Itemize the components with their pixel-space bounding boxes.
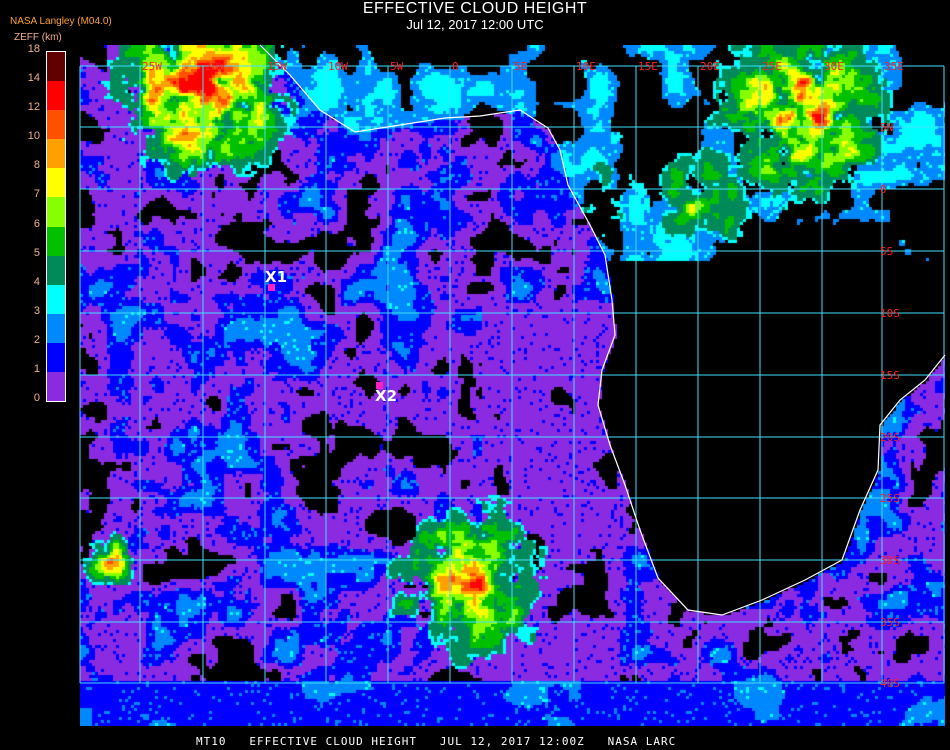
colorbar-tick-label: 14 (27, 72, 40, 85)
colorbar-swatch (47, 52, 65, 82)
longitude-label: 15E (638, 60, 658, 73)
longitude-label: 35E (884, 60, 904, 73)
map-timestamp: Jul 12, 2017 12:00 UTC (406, 17, 544, 32)
footer-caption: MT10 EFFECTIVE CLOUD HEIGHT JUL 12, 2017… (196, 735, 677, 748)
colorbar-tick-label: 10 (27, 130, 40, 143)
longitude-label: 20W (205, 60, 225, 73)
longitude-label: 5E (514, 60, 527, 73)
colorbar-swatch (47, 284, 65, 314)
latitude-label: 35S (880, 616, 900, 629)
colorbar-tick-label: 18 (27, 43, 40, 55)
colorbar-swatch (47, 197, 65, 227)
latitude-label: 5N (880, 121, 893, 134)
latitude-label: 20S (880, 431, 900, 444)
colorbar-tick-label: 7 (33, 188, 40, 201)
colorbar-tick-label: 5 (33, 246, 40, 259)
longitude-label: 20E (700, 60, 720, 73)
colorbar (46, 51, 66, 402)
longitude-label: 10E (576, 60, 596, 73)
colorbar-tick-label: 0 (33, 392, 40, 404)
colorbar-swatch (47, 255, 65, 285)
marker-x1-label: X1 (265, 268, 288, 286)
latitude-label: 30S (880, 554, 900, 567)
colorbar-tick-label: 2 (33, 333, 40, 346)
longitude-label: 30E (824, 60, 844, 73)
colorbar-tick-label: 1 (33, 362, 40, 375)
colorbar-swatch (47, 313, 65, 343)
longitude-label: 10W (328, 60, 348, 73)
colorbar-swatch (47, 81, 65, 111)
colorbar-swatch (47, 168, 65, 198)
longitude-label: 25E (762, 60, 782, 73)
colorbar-tick-label: 8 (33, 159, 40, 172)
marker-x2-label: X2 (375, 387, 398, 405)
colorbar-tick-label: 6 (33, 217, 40, 230)
data-source: NASA Langley (M04.0) (10, 16, 112, 27)
colorbar-swatch (47, 371, 65, 401)
colorbar-tick-label: 4 (33, 275, 40, 288)
colorbar-swatch (47, 226, 65, 256)
colorbar-tick-label: 12 (27, 101, 40, 114)
longitude-label: 15W (267, 60, 287, 73)
latitude-label: 15S (880, 369, 900, 382)
colorbar-swatch (47, 110, 65, 140)
marker-x1-dot (268, 284, 275, 291)
latitude-label: 5S (880, 245, 893, 258)
latitude-label: 0 (880, 183, 887, 196)
latitude-label: 25S (880, 492, 900, 505)
colorbar-tick-label: 3 (33, 304, 40, 317)
longitude-label: 25W (142, 60, 162, 73)
latitude-label: 40S (880, 677, 900, 690)
longitude-label: 5W (390, 60, 404, 73)
longitude-label: 0 (452, 60, 459, 73)
map-title: EFFECTIVE CLOUD HEIGHT (362, 0, 588, 17)
coastline (259, 44, 946, 616)
marker-x2-dot (376, 382, 383, 389)
latitude-label: 10S (880, 307, 900, 320)
colorbar-units: ZEFF (km) (14, 32, 62, 43)
colorbar-swatch (47, 342, 65, 372)
colorbar-swatch (47, 139, 65, 169)
